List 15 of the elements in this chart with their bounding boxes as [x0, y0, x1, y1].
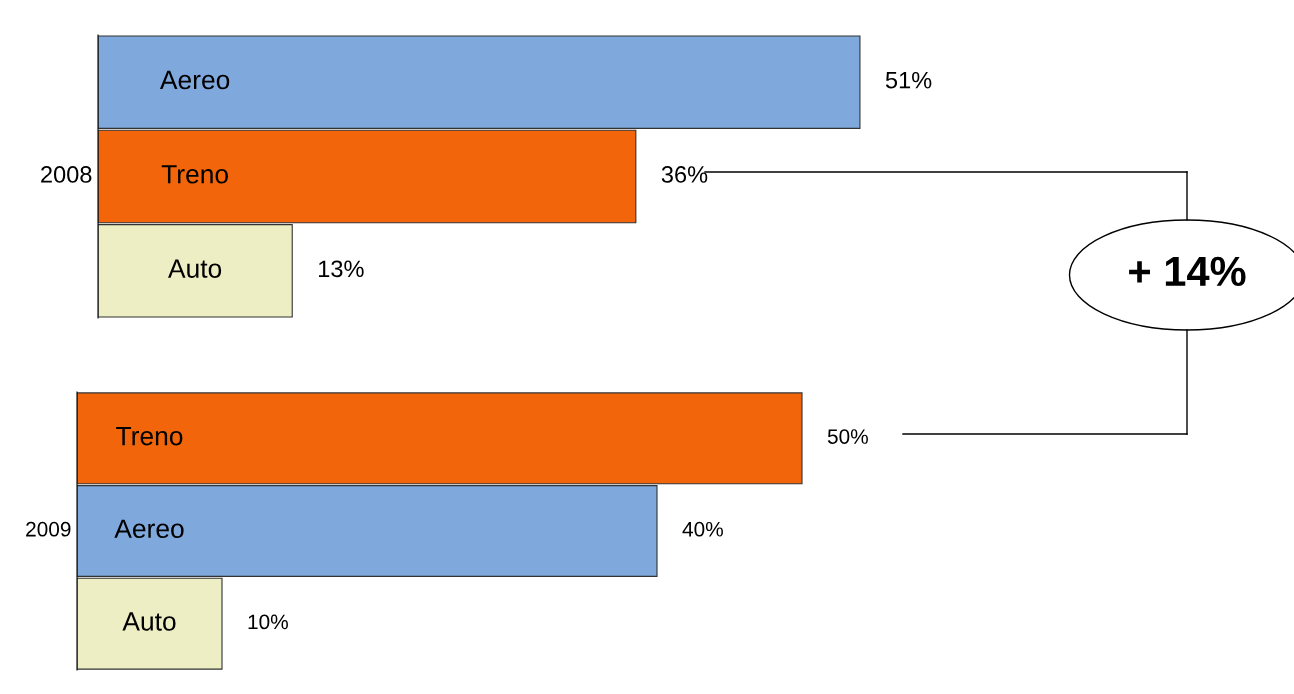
data-label: 13%: [319, 260, 364, 278]
data-label: 40%: [682, 521, 723, 537]
y-axis-title: 2008: [41, 166, 92, 183]
data-label: 50%: [827, 429, 868, 444]
y-tick-label: Treno: [161, 165, 228, 184]
y-tick-label: Treno: [116, 427, 183, 446]
text: + 14%: [1129, 256, 1246, 287]
data-label: 51%: [885, 71, 932, 89]
y-tick-label: Auto: [122, 612, 176, 631]
y-axis-title: 2009: [26, 521, 71, 537]
y-tick-label: Auto: [168, 259, 222, 278]
data-label: 10%: [248, 614, 288, 630]
y-tick-label: Aereo: [159, 70, 230, 90]
data-label: 36%: [661, 166, 708, 183]
y-tick-label: Aereo: [114, 519, 184, 539]
